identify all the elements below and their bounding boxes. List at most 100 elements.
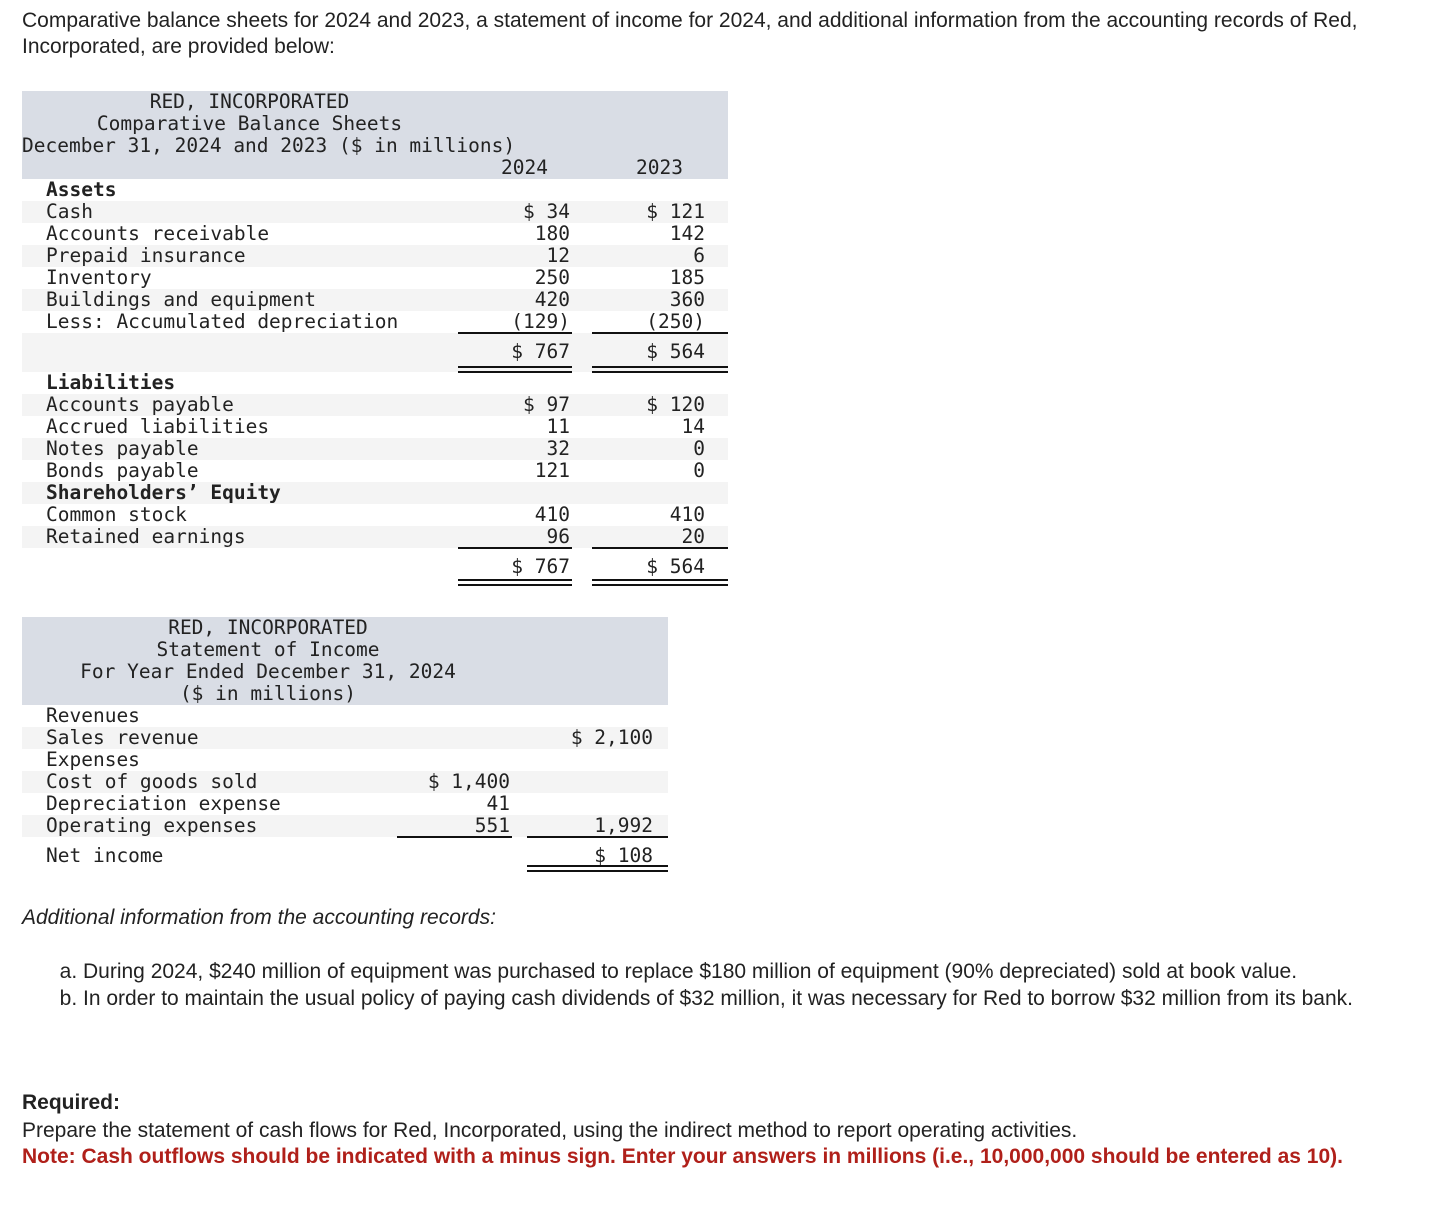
row-label: Accounts payable <box>46 393 234 416</box>
amount-2023: $ 120 <box>646 393 705 416</box>
statement-date: December 31, 2024 and 2023 ($ in million… <box>22 134 516 157</box>
double-underline <box>592 579 728 586</box>
amount-2024: 12 <box>546 244 570 267</box>
amount-2023: 20 <box>681 525 705 548</box>
double-underline <box>527 865 668 872</box>
amount-2024: 250 <box>534 266 570 289</box>
amount-2023: $ 564 <box>646 555 705 578</box>
table-row: Cost of goods sold $ 1,400 <box>22 771 668 793</box>
amount-detail: 551 <box>474 814 510 837</box>
amount-total: 1,992 <box>594 814 653 837</box>
table-row: Notes payable 32 0 <box>22 438 728 460</box>
row-label: Accounts receivable <box>46 222 270 245</box>
amount-detail: 41 <box>486 792 510 815</box>
amount-2024: 32 <box>546 437 570 460</box>
amount-total: $ 2,100 <box>570 726 653 749</box>
table-row: Sales revenue $ 2,100 <box>22 727 668 749</box>
double-underline <box>458 579 572 586</box>
amount-2024: 420 <box>534 288 570 311</box>
amount-2023: 142 <box>669 222 705 245</box>
amount-2024: 11 <box>546 415 570 438</box>
table-row: Shareholders’ Equity <box>22 482 728 504</box>
table-row: Accrued liabilities 11 14 <box>22 416 728 438</box>
row-label: Retained earnings <box>46 525 246 548</box>
section-heading: Assets <box>46 178 117 201</box>
amount-2023: 0 <box>693 437 705 460</box>
table-row: Common stock 410 410 <box>22 504 728 526</box>
company-name: RED, INCORPORATED <box>149 90 350 113</box>
table-row: Revenues <box>22 705 668 727</box>
additional-info-list: During 2024, $240 million of equipment w… <box>50 958 1452 1012</box>
row-label: Cash <box>46 200 93 223</box>
double-underline <box>458 366 572 373</box>
amount-2023: 14 <box>681 415 705 438</box>
amount-2024: $ 767 <box>511 340 570 363</box>
row-label: Bonds payable <box>46 459 199 482</box>
amount-2023: (250) <box>646 310 705 333</box>
row-label: Operating expenses <box>46 814 258 837</box>
table-row: Liabilities <box>22 372 728 394</box>
statement-title: Statement of Income <box>156 638 380 661</box>
table-row: Retained earnings 96 20 <box>22 526 728 548</box>
additional-info-item-a: During 2024, $240 million of equipment w… <box>83 958 1452 985</box>
row-label: Less: Accumulated depreciation <box>46 310 399 333</box>
additional-info-heading: Additional information from the accounti… <box>22 906 496 929</box>
table-row: Assets <box>22 179 728 201</box>
statement-period: For Year Ended December 31, 2024 <box>80 660 456 683</box>
subtotal-line <box>527 836 668 838</box>
amount-2024: $ 97 <box>523 393 570 416</box>
table-row: Expenses <box>22 749 668 771</box>
row-label: Notes payable <box>46 437 199 460</box>
subtotal-line <box>397 836 512 838</box>
balance-sheet-header: RED, INCORPORATED Comparative Balance Sh… <box>22 91 728 179</box>
amount-2023: $ 121 <box>646 200 705 223</box>
amount-2024: 180 <box>534 222 570 245</box>
amount-2023: 0 <box>693 459 705 482</box>
row-label: Expenses <box>46 748 140 771</box>
amount-2024: $ 34 <box>523 200 570 223</box>
row-label: Depreciation expense <box>46 792 281 815</box>
row-label: Sales revenue <box>46 726 199 749</box>
income-statement-header: RED, INCORPORATED Statement of Income Fo… <box>22 617 668 705</box>
amount-2024: 121 <box>534 459 570 482</box>
table-row: Accounts payable $ 97 $ 120 <box>22 394 728 416</box>
table-row: Operating expenses 551 1,992 <box>22 815 668 837</box>
double-underline <box>592 366 728 373</box>
subtotal-line <box>458 332 572 334</box>
row-label: Cost of goods sold <box>46 770 258 793</box>
income-statement-table: RED, INCORPORATED Statement of Income Fo… <box>22 617 668 887</box>
table-row: Bonds payable 121 0 <box>22 460 728 482</box>
subtotal-line <box>592 547 728 549</box>
row-label: Revenues <box>46 704 140 727</box>
amount-total: $ 108 <box>594 844 653 867</box>
table-row: Prepaid insurance 12 6 <box>22 245 728 267</box>
table-row: Inventory 250 185 <box>22 267 728 289</box>
row-label: Net income <box>46 844 164 867</box>
additional-info-item-b: In order to maintain the usual policy of… <box>83 985 1452 1012</box>
total-row: $ 767 $ 564 <box>22 332 728 373</box>
row-label: Common stock <box>46 503 187 526</box>
intro-text: Comparative balance sheets for 2024 and … <box>22 9 1358 58</box>
total-row: $ 767 $ 564 <box>22 547 728 586</box>
statement-units: ($ in millions) <box>179 682 357 705</box>
amount-2024: 96 <box>546 525 570 548</box>
required-text: Prepare the statement of cash flows for … <box>22 1119 1078 1142</box>
amount-2023: $ 564 <box>646 340 705 363</box>
balance-sheet-table: RED, INCORPORATED Comparative Balance Sh… <box>22 91 728 591</box>
table-row: Buildings and equipment 420 360 <box>22 289 728 311</box>
table-row: Accounts receivable 180 142 <box>22 223 728 245</box>
row-label: Inventory <box>46 266 152 289</box>
row-label: Buildings and equipment <box>46 288 317 311</box>
year-2024-header: 2024 <box>501 156 548 179</box>
net-income-row: Net income $ 108 <box>22 836 668 873</box>
amount-2024: 410 <box>534 503 570 526</box>
statement-title: Comparative Balance Sheets <box>96 112 403 135</box>
amount-2023: 410 <box>669 503 705 526</box>
table-row: Less: Accumulated depreciation (129) (250) <box>22 311 728 333</box>
instruction-note: Note: Cash outflows should be indicated … <box>22 1145 1343 1168</box>
amount-2024: (129) <box>511 310 570 333</box>
amount-2023: 360 <box>669 288 705 311</box>
row-label: Accrued liabilities <box>46 415 270 438</box>
amount-2023: 6 <box>693 244 705 267</box>
table-row: Depreciation expense 41 <box>22 793 668 815</box>
